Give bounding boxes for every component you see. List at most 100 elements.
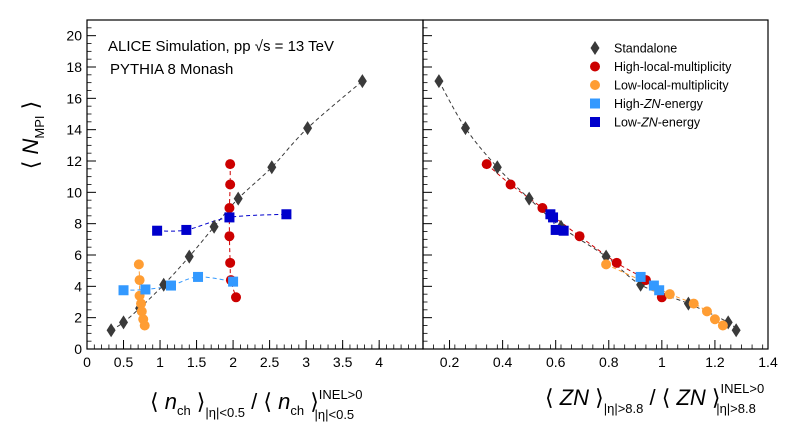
x-tick-label: 0.6 [546,354,566,370]
legend-marker [590,98,600,109]
y-axis-title: ⟨ NMPI ⟩ [18,101,47,169]
data-point [281,209,292,220]
data-point [548,212,559,223]
y-tick-label: 20 [66,28,82,44]
data-point [225,257,236,268]
left-data-marks [106,74,367,338]
data-point [654,285,665,296]
x-tick-label: 2.5 [260,354,280,370]
chart-title: ALICE Simulation, pp √s = 13 TeV [108,38,334,55]
data-point [709,314,720,325]
data-point [303,121,313,136]
data-point [184,249,194,264]
data-point [225,179,236,190]
data-point [228,276,239,287]
chart-subtitle: PYTHIA 8 Monash [110,61,233,78]
data-point [231,292,242,303]
x-tick-label: 1 [658,354,666,370]
x-tick-label: 3.5 [333,354,353,370]
data-point [492,160,502,175]
data-point [133,259,144,270]
legend-label: Low-local-multiplicity [614,79,729,93]
data-point [357,74,367,89]
series-line [123,276,234,291]
series-line [157,213,287,232]
data-point [701,306,712,317]
x-tick-label: 0.5 [114,354,134,370]
x-tick-label: 3 [302,354,310,370]
data-point [140,284,151,295]
data-point [209,219,219,234]
left-x-axis-title: ⟨ nch ⟩|η|<0.5 / ⟨ nch ⟩INEL>0 |η|<0.5 [150,387,363,422]
data-point [688,298,699,309]
data-point [118,285,129,296]
data-point [152,225,163,236]
x-tick-label: 1 [156,354,164,370]
series-line [110,80,363,331]
x-tick-label: 0 [83,354,91,370]
legend-marker [590,80,600,90]
legend: Standalone High-local-multiplicity Low-loc… [590,41,732,130]
data-point [434,74,444,89]
right-axis-ticks: 0.2 0.4 0.6 0.8 1 1.2 1.4 [422,19,778,370]
x-tick-label: 2 [229,354,237,370]
data-point [611,257,622,268]
y-tick-label: 14 [66,122,82,138]
y-tick-label: 10 [66,184,82,200]
legend-marker [590,41,600,55]
y-tick-label: 2 [74,310,82,326]
data-point [106,323,116,338]
legend-marker [590,117,600,127]
data-point [136,298,147,309]
data-point [159,277,169,292]
legend-marker [590,61,600,72]
data-point [717,320,728,331]
x-tick-label: 0.2 [440,354,460,370]
y-tick-label: 18 [66,59,82,75]
data-point [550,224,561,235]
data-point [166,280,176,291]
x-tick-label: 1.2 [705,354,725,370]
data-point [731,323,741,338]
data-point [181,224,192,235]
left-axis-ticks: 0 0.5 1 1.5 2 2.5 3 3.5 4 0 2 4 6 8 10 12 14 16 18 20 [66,19,424,370]
data-point [558,225,569,236]
right-data-marks [434,74,741,338]
data-point [664,289,675,300]
x-tick-label: 0.8 [599,354,619,370]
y-tick-label: 6 [74,247,82,263]
data-point [635,271,646,282]
data-point [233,191,243,206]
data-point [601,259,612,270]
data-point [224,203,235,213]
legend-label: Low-ZN-energy [614,116,701,130]
x-tick-label: 4 [375,354,383,370]
x-tick-label: 1.5 [187,354,207,370]
data-point [225,159,236,170]
legend-label: High-local-multiplicity [614,60,732,74]
data-point [537,203,548,213]
data-point [193,271,204,282]
y-tick-label: 0 [74,341,82,357]
data-point [136,306,147,317]
data-point [139,320,150,331]
data-point [481,159,492,170]
data-point [574,231,585,242]
y-tick-label: 16 [66,90,82,106]
data-point [119,315,129,330]
y-tick-label: 12 [66,153,82,169]
x-tick-label: 1.4 [758,354,778,370]
data-point [460,121,470,136]
data-point [524,191,534,206]
legend-label: High-ZN-energy [614,97,704,111]
legend-label: Standalone [614,42,677,56]
right-x-axis-title: ⟨ ZN ⟩|η|>8.8 / ⟨ ZN ⟩INEL>0 |η|>8.8 [545,381,764,416]
y-tick-label: 4 [74,278,82,294]
y-tick-label: 8 [74,216,82,232]
data-point [267,160,277,175]
data-point [505,179,516,190]
x-tick-label: 0.4 [493,354,513,370]
data-point [224,231,235,242]
data-point [134,275,145,286]
